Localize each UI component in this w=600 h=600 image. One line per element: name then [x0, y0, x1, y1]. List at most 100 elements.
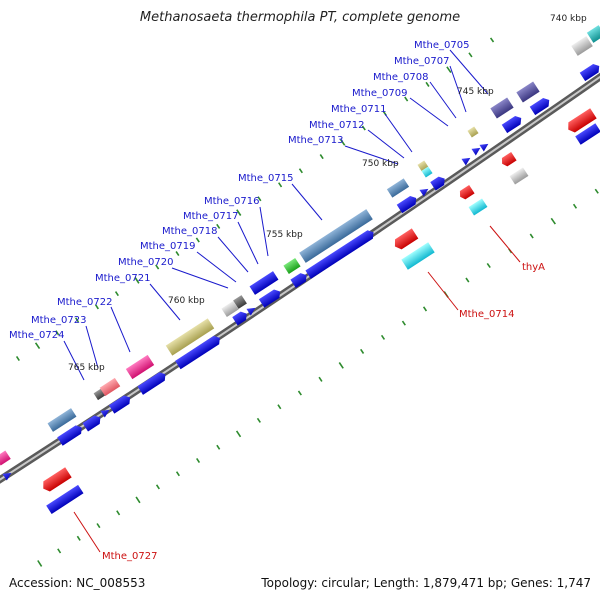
genome-summary-label: Topology: circular; Length: 1,879,471 bp… — [261, 576, 591, 590]
scale-tick — [155, 484, 160, 490]
gene-label: Mthe_0718 — [162, 226, 218, 237]
ruler-label: 755 kbp — [266, 230, 303, 240]
gene-label: Mthe_0720 — [118, 257, 174, 268]
scale-tick — [114, 291, 119, 297]
scale-tick-marks — [15, 37, 599, 567]
scale-tick — [318, 376, 323, 382]
gene-feature — [249, 271, 279, 295]
gene-label: Mthe_0719 — [140, 241, 196, 252]
ruler-label: 740 kbp — [550, 14, 587, 24]
cds-feature — [137, 372, 166, 395]
scale-tick — [135, 496, 141, 504]
scale-tick — [340, 139, 346, 146]
scale-tick — [468, 52, 473, 58]
gene-feature — [125, 354, 155, 380]
gene-label: Mthe_0707 — [394, 56, 450, 67]
cds-feature — [419, 188, 429, 197]
cds-feature — [100, 409, 110, 418]
gene-feature — [459, 184, 475, 200]
scale-tick — [338, 362, 344, 369]
gene-feature — [165, 318, 215, 356]
ruler-label: 760 kbp — [168, 296, 205, 306]
cds-feature — [430, 176, 445, 191]
gene-feature — [43, 467, 72, 492]
scale-tick — [360, 348, 365, 354]
scale-tick — [257, 196, 262, 202]
gene-feature — [586, 25, 600, 43]
gene-feature — [501, 151, 517, 167]
scale-tick — [134, 277, 140, 284]
scale-tick — [486, 262, 491, 269]
scale-tick — [195, 237, 200, 243]
gene-label: Mthe_0713 — [288, 135, 344, 146]
scale-tick — [155, 264, 160, 270]
scale-tick — [76, 535, 81, 541]
gene-feature — [47, 408, 77, 432]
ruler-label: 765 kbp — [68, 363, 105, 373]
scale-tick — [422, 306, 428, 312]
gene-feature — [401, 242, 435, 270]
scale-tick — [401, 320, 406, 326]
gene-feature — [516, 81, 540, 103]
scale-tick — [96, 523, 101, 529]
gene-feature — [571, 36, 593, 56]
scale-tick — [196, 457, 201, 464]
ruler-label: 750 kbp — [362, 159, 399, 169]
cds-feature — [290, 273, 307, 289]
scale-tick — [216, 223, 221, 229]
accession-label: Accession: NC_008553 — [9, 576, 146, 590]
scale-tick — [37, 560, 43, 567]
scale-tick — [594, 188, 599, 194]
scale-tick — [404, 96, 409, 102]
cds-feature — [2, 472, 12, 481]
ruler-label: 745 kbp — [457, 87, 494, 97]
gene-feature — [490, 97, 514, 119]
scale-tick — [489, 37, 495, 43]
gene-feature — [467, 126, 479, 138]
cds-feature — [575, 123, 600, 145]
gene-label: Mthe_0717 — [183, 211, 239, 222]
scale-tick — [277, 404, 282, 410]
scale-tick — [298, 168, 303, 174]
gene-feature — [421, 166, 433, 178]
gene-label: Mthe_0708 — [373, 72, 429, 83]
scale-tick — [175, 471, 180, 477]
cds-feature — [258, 289, 281, 308]
gene-feature — [0, 450, 11, 466]
cds-feature — [479, 143, 489, 152]
gene-label: Mthe_0724 — [9, 330, 65, 341]
scale-tick — [55, 330, 60, 336]
scale-tick — [15, 355, 20, 362]
scale-tick — [297, 390, 302, 396]
forward-cds-track — [2, 63, 600, 481]
scale-tick — [57, 548, 62, 554]
scale-tick — [75, 317, 80, 323]
cds-feature — [108, 395, 131, 414]
gene-feature — [221, 300, 239, 318]
scale-tick — [216, 444, 221, 450]
scale-tick — [380, 334, 386, 340]
cds-feature — [396, 195, 417, 214]
gene-label: Mthe_0705 — [414, 40, 470, 51]
scale-tick — [529, 233, 534, 239]
scale-tick — [446, 66, 452, 74]
gene-feature — [386, 178, 410, 198]
scale-tick — [465, 277, 470, 283]
cds-feature — [246, 307, 256, 316]
gene-label: Mthe_0711 — [331, 104, 387, 115]
gene-feature — [299, 209, 373, 263]
scale-tick — [550, 217, 556, 225]
scale-tick — [361, 125, 366, 131]
cds-feature — [501, 115, 522, 134]
reverse-feature-track — [43, 108, 600, 514]
gene-feature — [99, 377, 121, 397]
scale-tick — [175, 251, 180, 257]
cds-feature — [82, 415, 101, 432]
scale-tick — [235, 430, 242, 438]
gene-label: Mthe_0709 — [352, 88, 408, 99]
gene-label: Mthe_0727 — [102, 551, 158, 562]
gene-feature — [509, 167, 529, 185]
gene-label: Mthe_0716 — [204, 196, 260, 207]
